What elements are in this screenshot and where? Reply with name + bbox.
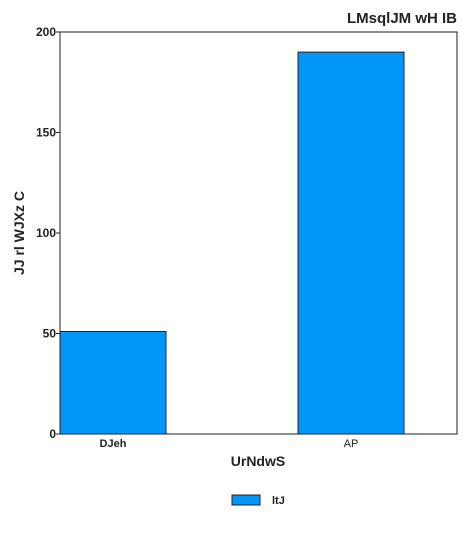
y-tick-label: 50 [43,327,57,341]
y-tick-label: 0 [49,427,56,441]
legend: ltJ [231,494,285,507]
y-axis-title: JJ rl WJXz C [11,191,27,275]
x-axis: DJeh AP [100,438,359,450]
y-tick-label: 200 [36,25,56,39]
bar-ap [297,51,405,435]
legend-label: ltJ [272,495,285,507]
x-tick-label: AP [344,438,359,450]
bars-layer [59,51,405,435]
y-axis: 0 50 100 150 200 [36,25,60,441]
x-axis-title: UrNdwS [231,453,285,469]
legend-swatch [231,494,261,506]
bar-djeh [59,330,167,435]
x-tick-label: DJeh [100,438,127,450]
y-tick-label: 100 [36,226,56,240]
chart-title: LMsqlJM wH IB [347,10,457,27]
y-tick-label: 150 [36,126,56,140]
